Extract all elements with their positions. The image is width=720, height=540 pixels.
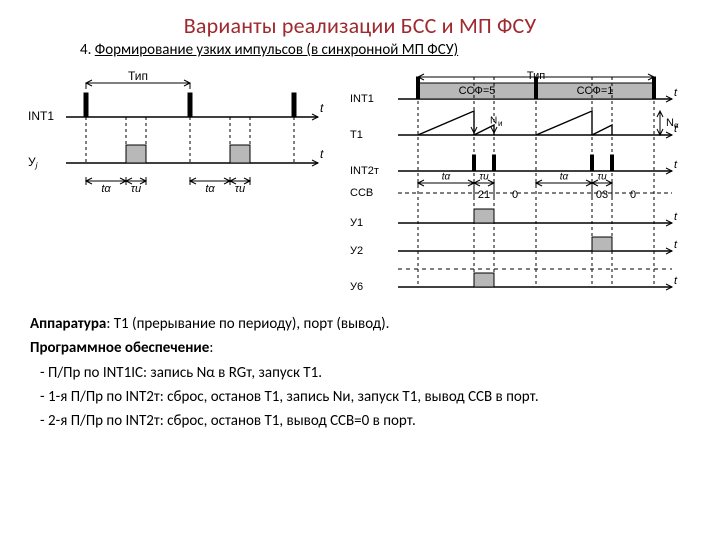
svg-text:У6: У6 [350, 281, 363, 293]
svg-text:t: t [674, 211, 678, 223]
list-item: П/Пр по INT1IC: запись Nα в RGт, запуск … [48, 363, 690, 383]
software-line: Программное обеспечение: [30, 338, 690, 358]
hardware-label: Аппаратура [30, 315, 106, 333]
svg-text:Т1: Т1 [350, 129, 363, 141]
svg-text:α: α [674, 121, 679, 130]
subtitle-text: Формирование узких импульсов (в синхронн… [95, 41, 458, 59]
list-item-text: 1-я П/Пр по INT2т: сброс, останов Т1, за… [48, 388, 539, 406]
svg-text:21: 21 [478, 189, 490, 201]
diagram-row: t INT1 Тип t Уj tα τи tα τи Тип t INT1 ССФ=5 ССФ=1 t Т… [22, 65, 690, 306]
list-item: 2-я П/Пр по INT2т: сброс, останов Т1, вы… [48, 411, 690, 431]
slide-subtitle: 4. Формирование узких импульсов (в синхр… [80, 41, 690, 59]
svg-text:03: 03 [596, 189, 608, 201]
hardware-line: Аппаратура: Т1 (прерывание по периоду), … [30, 314, 690, 334]
right-diagram: ТипtINT1ССФ=5ССФ=1tТ1NиNαtINT2тtατиtατиС… [346, 65, 686, 306]
svg-text:t: t [674, 275, 678, 287]
svg-text:tα: tα [205, 183, 215, 193]
svg-text:N: N [666, 117, 674, 129]
svg-text:t: t [320, 101, 324, 115]
svg-text:ССВ: ССВ [350, 187, 373, 199]
svg-text:τи: τи [597, 172, 607, 183]
svg-text:и: и [498, 119, 502, 128]
svg-text:INT1: INT1 [350, 93, 374, 105]
svg-text:Тип: Тип [128, 69, 148, 83]
svg-text:t: t [320, 147, 324, 161]
svg-text:У1: У1 [350, 217, 363, 229]
list-item-text: 2-я П/Пр по INT2т: сброс, останов Т1, вы… [48, 412, 416, 430]
svg-text:INT2т: INT2т [350, 165, 379, 177]
svg-text:ССФ=5: ССФ=5 [459, 85, 496, 97]
svg-text:τи: τи [131, 183, 141, 193]
svg-text:0: 0 [512, 189, 518, 201]
slide-root: Варианты реализации БСС и МП ФСУ 4. Форм… [0, 0, 720, 540]
svg-text:INT1: INT1 [28, 109, 54, 123]
svg-text:tα: tα [442, 172, 451, 183]
software-colon: : [209, 339, 213, 357]
svg-text:τи: τи [479, 172, 489, 183]
svg-text:t: t [674, 239, 678, 251]
svg-text:t: t [674, 159, 678, 171]
body-text: Аппаратура: Т1 (прерывание по периоду), … [30, 314, 690, 431]
svg-text:tα: tα [560, 172, 569, 183]
list-item-text: П/Пр по INT1IC: запись Nα в RGт, запуск … [48, 364, 322, 382]
left-diagram: t INT1 Тип t Уj tα τи tα τи [22, 65, 332, 306]
list-item: 1-я П/Пр по INT2т: сброс, останов Т1, за… [48, 387, 690, 407]
subtitle-prefix: 4. [80, 41, 95, 59]
svg-text:ССФ=1: ССФ=1 [577, 85, 614, 97]
svg-text:Уj: Уj [28, 155, 39, 170]
svg-text:tα: tα [101, 183, 111, 193]
slide-title: Варианты реализации БСС и МП ФСУ [30, 12, 690, 39]
svg-text:У2: У2 [350, 245, 363, 257]
hardware-text: : Т1 (прерывание по периоду), порт (выво… [106, 315, 389, 333]
software-list: П/Пр по INT1IC: запись Nα в RGт, запуск … [30, 363, 690, 432]
svg-text:t: t [674, 87, 678, 99]
svg-text:0: 0 [630, 189, 636, 201]
svg-text:τи: τи [235, 183, 245, 193]
software-label: Программное обеспечение [30, 339, 209, 357]
